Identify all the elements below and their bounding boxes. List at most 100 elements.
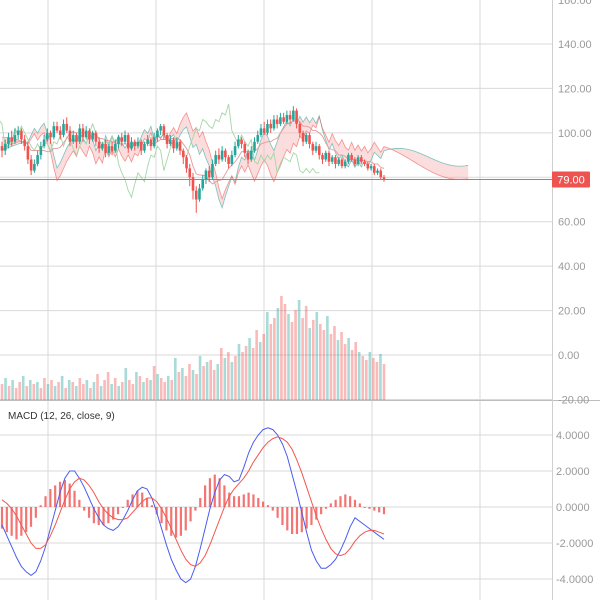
volume-bar bbox=[74, 386, 78, 400]
macd-line bbox=[1, 427, 385, 584]
volume-bar bbox=[234, 356, 237, 400]
volume-bar bbox=[311, 320, 315, 400]
volume-bar bbox=[372, 358, 375, 400]
candle-body bbox=[68, 130, 72, 142]
macd-histogram-bar bbox=[266, 505, 270, 507]
candle-body bbox=[107, 146, 111, 153]
candle-body bbox=[71, 135, 75, 142]
macd-pane[interactable] bbox=[0, 427, 386, 584]
candle-body bbox=[227, 157, 230, 164]
candle-body bbox=[311, 143, 315, 151]
macd-histogram-bar bbox=[208, 478, 212, 507]
volume-bar bbox=[14, 388, 18, 400]
macd-histogram-bar bbox=[310, 507, 313, 525]
candle-body bbox=[314, 146, 318, 151]
candle-body bbox=[356, 157, 360, 164]
volume-bar bbox=[85, 380, 89, 400]
macd-histogram-bar bbox=[252, 494, 255, 507]
volume-bar bbox=[315, 312, 319, 400]
candle-body bbox=[207, 170, 211, 178]
volume-bar bbox=[205, 362, 209, 400]
volume-bar bbox=[273, 318, 276, 400]
volume-bar bbox=[120, 382, 124, 400]
volume-bar bbox=[142, 382, 145, 400]
candle-body bbox=[269, 123, 272, 129]
candle-body bbox=[237, 139, 240, 147]
volume-bar bbox=[159, 378, 163, 400]
price-tick-label: 100.00 bbox=[558, 128, 592, 140]
volume-bar bbox=[216, 364, 220, 400]
candle-body bbox=[172, 139, 175, 149]
candle-body bbox=[256, 135, 260, 142]
candle-body bbox=[288, 115, 292, 120]
volume-bar bbox=[131, 384, 135, 400]
volume-bar bbox=[223, 358, 227, 400]
volume-bar bbox=[7, 386, 11, 400]
candle-body bbox=[58, 130, 62, 136]
volume-bar bbox=[0, 384, 4, 400]
volume-bar bbox=[227, 352, 230, 400]
macd-histogram-bar bbox=[184, 507, 187, 531]
candle-body bbox=[188, 168, 192, 178]
volume-bar bbox=[21, 376, 25, 400]
candle-body bbox=[181, 150, 185, 158]
volume-bar bbox=[138, 376, 142, 400]
volume-bar bbox=[195, 374, 198, 400]
macd-tick-label: -2.0000 bbox=[556, 538, 593, 550]
price-tick-label: 0.00 bbox=[558, 350, 579, 362]
last-price-badge: 79.00 bbox=[552, 171, 590, 188]
price-axis[interactable]: 140.00120.00100.0080.0060.0040.0020.000.… bbox=[558, 0, 592, 407]
volume-bar bbox=[382, 364, 386, 400]
volume-bar bbox=[92, 382, 96, 400]
candle-body bbox=[13, 135, 17, 142]
volume-bar bbox=[145, 378, 149, 400]
macd-histogram-bar bbox=[305, 507, 308, 529]
price-tick-label: 60.00 bbox=[558, 217, 586, 229]
candle-body bbox=[0, 146, 4, 151]
volume-bar bbox=[251, 348, 255, 400]
volume-bar bbox=[280, 296, 283, 400]
macd-histogram-bar bbox=[300, 507, 303, 533]
candle-body bbox=[117, 137, 120, 144]
volume-bar bbox=[379, 354, 382, 400]
volume-bars bbox=[0, 296, 386, 400]
candlestick-series[interactable] bbox=[0, 106, 386, 213]
volume-bar bbox=[152, 366, 156, 400]
candle-body bbox=[330, 157, 334, 162]
volume-bar bbox=[106, 372, 110, 400]
price-tick-label-partial: 160.00 bbox=[558, 0, 592, 7]
macd-axis[interactable]: 4.0000 2.0000 0.0000 -2.0000 -4.0000 bbox=[556, 430, 593, 586]
macd-histogram-bar bbox=[368, 507, 371, 509]
volume-bar bbox=[60, 376, 64, 400]
candle-body bbox=[149, 139, 153, 147]
candle-body bbox=[217, 155, 221, 160]
macd-histogram-bar bbox=[320, 507, 323, 515]
candle-body bbox=[175, 141, 179, 149]
volume-bar bbox=[255, 330, 258, 400]
candle-body bbox=[240, 139, 243, 144]
macd-histogram-bar bbox=[237, 496, 241, 507]
volume-bar bbox=[28, 380, 32, 400]
candle-body bbox=[101, 143, 104, 149]
price-tick-label: 120.00 bbox=[558, 83, 592, 95]
macd-histogram-bar bbox=[378, 507, 381, 513]
volume-bar bbox=[89, 388, 92, 400]
macd-histogram-bar bbox=[20, 507, 23, 536]
candle-body bbox=[230, 155, 234, 164]
macd-histogram-bar bbox=[63, 480, 66, 507]
macd-histogram-bar bbox=[276, 507, 279, 518]
volume-bar bbox=[258, 342, 262, 400]
candle-body bbox=[191, 177, 195, 191]
price-tick-label: 20.00 bbox=[558, 306, 586, 318]
macd-histogram-bar bbox=[344, 494, 347, 507]
candle-body bbox=[81, 128, 85, 138]
macd-histogram-bar bbox=[155, 507, 158, 515]
macd-histogram-bar bbox=[315, 507, 318, 520]
volume-bar bbox=[39, 388, 43, 400]
candle-body bbox=[139, 141, 143, 151]
candle-body bbox=[10, 137, 14, 142]
volume-bar bbox=[297, 300, 301, 400]
candle-body bbox=[272, 119, 276, 129]
